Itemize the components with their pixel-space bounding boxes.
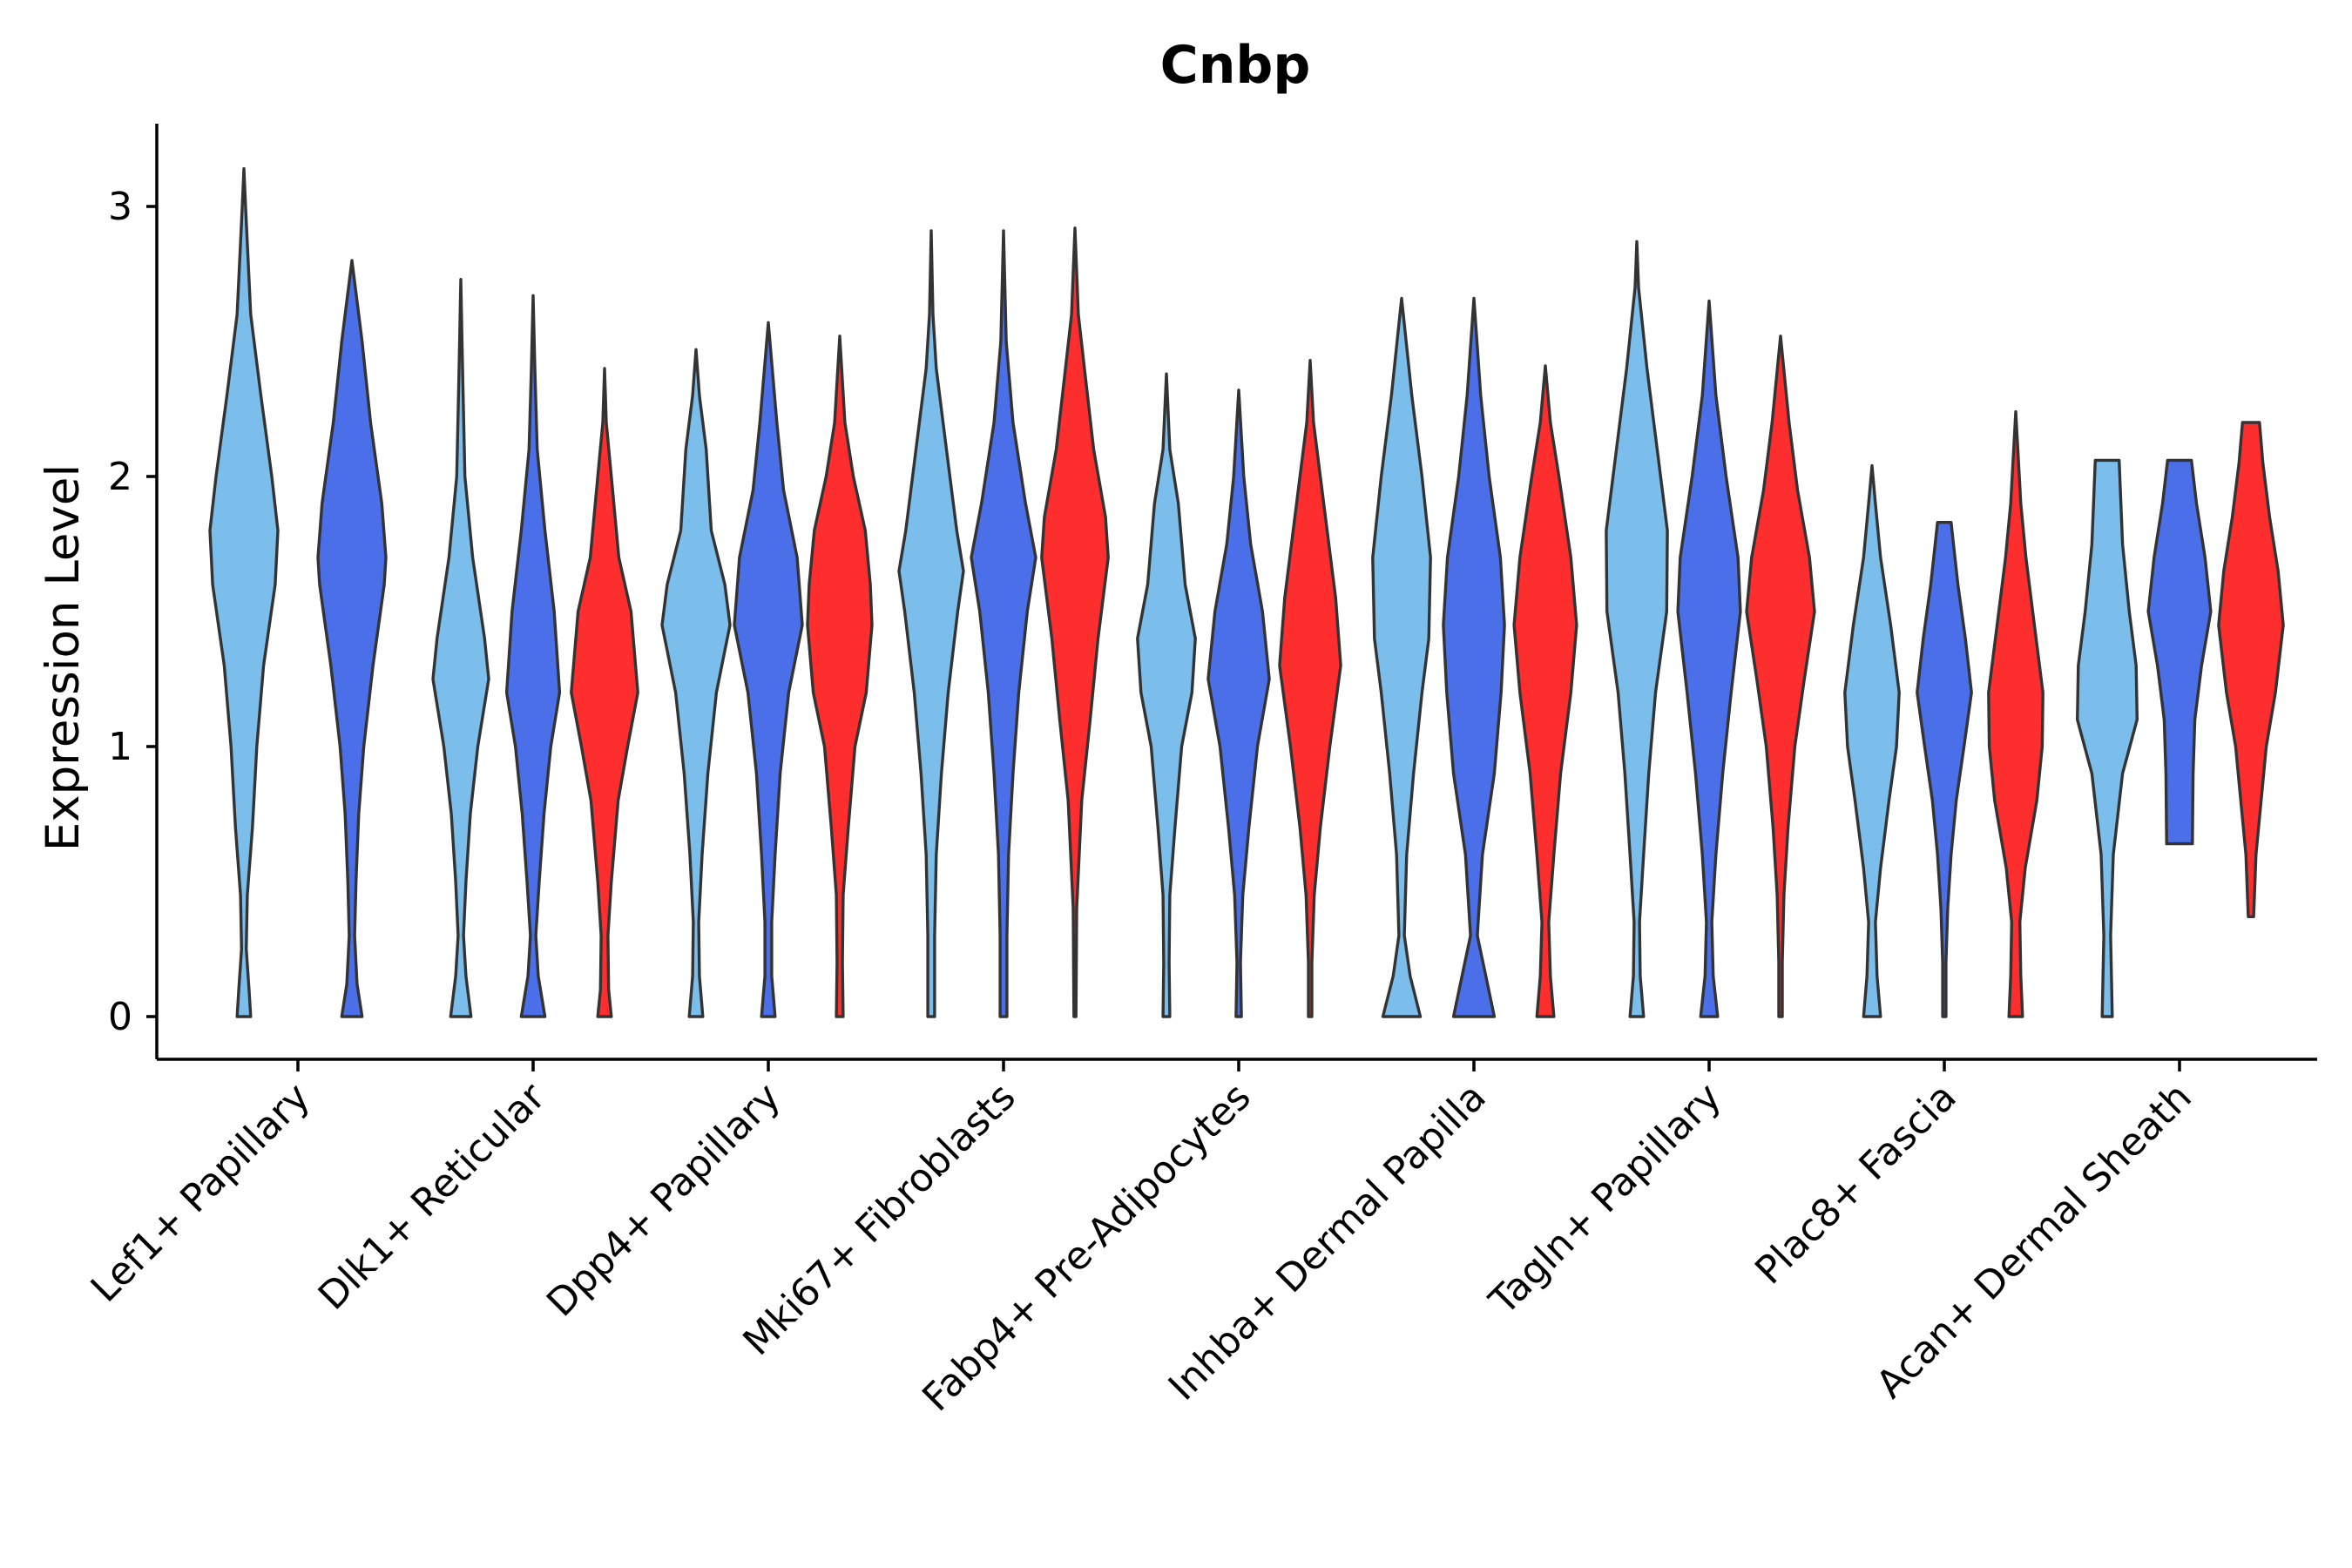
violin-4-group-3 <box>1040 226 1110 1018</box>
violin-9-group-2 <box>2146 458 2213 846</box>
chart-title: Cnbp <box>1160 35 1311 96</box>
x-tick-label: Tagln+ Papillary <box>1481 1075 1730 1324</box>
x-tick-label: Plac8+ Fascia <box>1747 1075 1965 1294</box>
violin-3-group-3 <box>806 335 874 1018</box>
violin-5-group-2 <box>1206 389 1271 1018</box>
violin-2-group-3 <box>570 367 639 1018</box>
x-tick-label: Lef1+ Papillary <box>83 1075 319 1311</box>
violin-1-group-1 <box>208 166 280 1018</box>
y-axis-label: Expression Level <box>37 464 90 851</box>
violin-9-group-3 <box>2217 421 2285 918</box>
violin-4-group-2 <box>970 229 1037 1018</box>
violin-3-group-2 <box>733 321 804 1018</box>
violin-7-group-2 <box>1676 299 1742 1018</box>
y-tick-label: 0 <box>108 995 132 1039</box>
y-tick-label: 3 <box>108 185 132 229</box>
violin-8-group-2 <box>1916 521 1973 1018</box>
axes <box>155 124 2317 1061</box>
violin-9-group-1 <box>2076 458 2139 1018</box>
violin-6-group-3 <box>1512 364 1578 1018</box>
violin-layer <box>208 166 2285 1018</box>
violin-1-group-2 <box>316 259 388 1018</box>
violin-2-group-2 <box>504 294 562 1018</box>
x-tick-label: Dlk1+ Reticular <box>310 1074 555 1319</box>
violin-6-group-1 <box>1371 296 1432 1018</box>
violin-2-group-1 <box>431 278 490 1018</box>
violin-6-group-2 <box>1442 296 1506 1018</box>
y-tick-label: 2 <box>108 455 132 499</box>
violin-7-group-3 <box>1745 335 1816 1018</box>
violin-5-group-3 <box>1278 359 1342 1018</box>
x-tick-label: Dpp4+ Papillary <box>538 1075 789 1326</box>
violin-4-group-1 <box>897 229 965 1018</box>
violin-8-group-1 <box>1843 463 1901 1018</box>
violin-5-group-1 <box>1136 372 1197 1018</box>
violin-7-group-1 <box>1605 240 1669 1018</box>
violin-8-group-3 <box>1987 409 2044 1018</box>
y-ticks: 0 1 2 3 <box>108 185 157 1039</box>
violin-3-group-1 <box>660 348 732 1018</box>
y-tick-label: 1 <box>108 725 132 769</box>
